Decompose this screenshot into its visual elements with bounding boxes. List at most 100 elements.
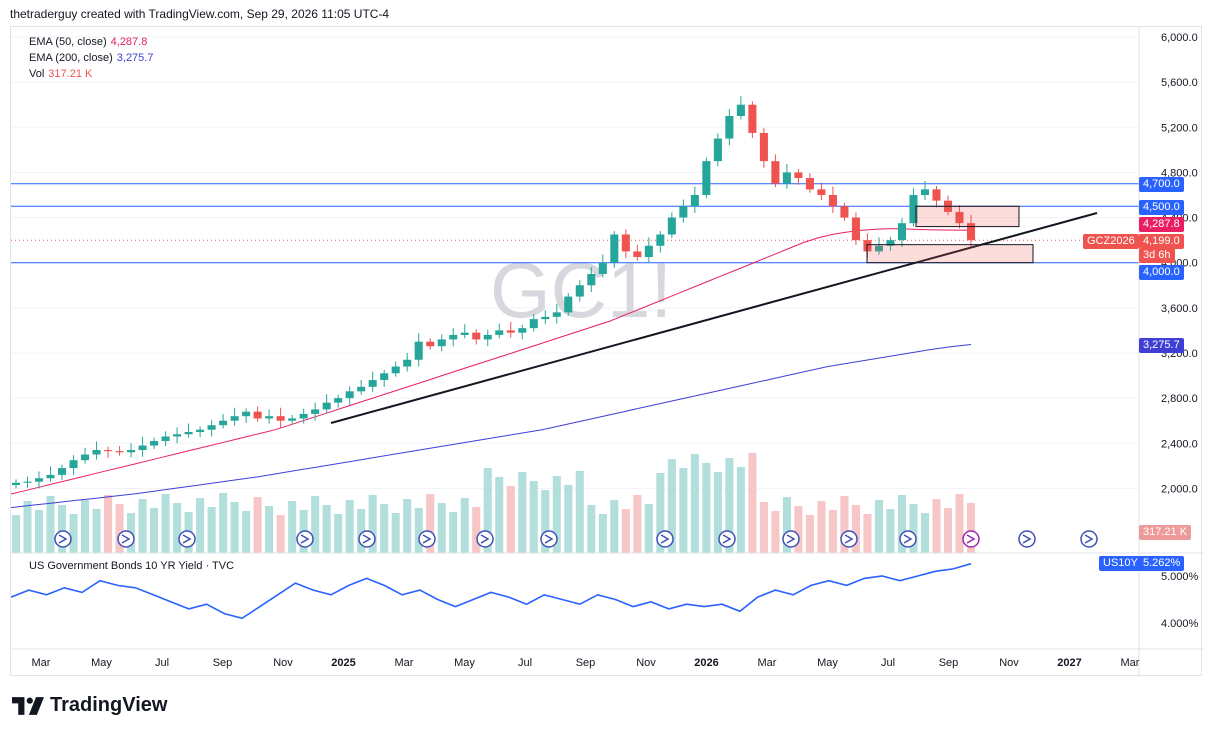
event-marker-arrow [422, 534, 432, 544]
volume-bar [150, 508, 159, 553]
event-marker-icon [296, 530, 314, 548]
candle-body [886, 240, 895, 246]
ema50-price-label: 4,287.8 [1139, 217, 1184, 232]
time-tick-label: 2025 [331, 657, 355, 669]
volume-bar [748, 453, 757, 553]
volume-bar [920, 513, 930, 553]
event-marker-icon [54, 530, 72, 548]
event-marker-circle [178, 530, 196, 548]
chart-canvas[interactable]: GC1! 6,000.05,600.05,200.04,800.04,400.0… [11, 27, 1203, 677]
event-marker-arrow [300, 534, 310, 544]
event-marker-circle [54, 530, 72, 548]
event-marker-circle [962, 530, 980, 548]
volume-bar [449, 512, 458, 553]
candle-body [932, 189, 941, 201]
event-marker-circle [476, 530, 494, 548]
legend-ema200[interactable]: EMA (200, close) 3,275.7 [29, 52, 153, 64]
event-marker-icon [782, 530, 800, 548]
volume-bar [782, 497, 791, 553]
time-tick-label: Jul [881, 657, 895, 669]
event-marker-arrow [1022, 534, 1032, 544]
event-marker-icon [962, 530, 980, 548]
event-marker-arrow [966, 534, 976, 544]
candle-body [805, 178, 814, 190]
candle-body [702, 161, 711, 195]
candle-body [966, 223, 976, 241]
time-tick-label: Nov [273, 657, 293, 669]
candle-body [81, 454, 90, 461]
legend-ema50[interactable]: EMA (50, close) 4,287.8 [29, 36, 147, 48]
candle-body [679, 206, 688, 218]
volume-bar [667, 459, 676, 553]
volume-bar [219, 493, 228, 553]
candle-body [518, 328, 527, 333]
time-tick-label: 2027 [1057, 657, 1081, 669]
volume-bar [92, 509, 101, 553]
candle-body [161, 436, 170, 442]
legend-vol[interactable]: Vol 317.21 K [29, 68, 92, 80]
event-marker-arrow [903, 534, 913, 544]
volume-bar [863, 514, 872, 553]
candle-body [794, 172, 803, 179]
candle-body [575, 285, 584, 297]
event-marker-icon [358, 530, 376, 548]
volume-bar [529, 481, 538, 553]
volume-bar [345, 500, 354, 553]
legend-ema200-value: 3,275.7 [116, 52, 154, 64]
trendline [330, 212, 1098, 424]
volume-bar [541, 490, 550, 553]
candle-body [610, 234, 619, 263]
volume-bar [794, 506, 803, 553]
time-tick-label: May [91, 657, 112, 669]
volume-bar [357, 509, 366, 553]
event-marker-circle [540, 530, 558, 548]
candle-body [713, 138, 722, 162]
candle-body [851, 217, 860, 241]
volume-bar [288, 501, 297, 553]
volume-bar [380, 504, 389, 553]
volume-bar [495, 477, 504, 553]
event-marker-arrow [121, 534, 131, 544]
candle-body [196, 429, 205, 432]
volume-bar [621, 509, 630, 553]
price-tick-label: 6,000.0 [1161, 32, 1198, 44]
legend-vol-label: Vol [29, 68, 45, 80]
candle-body [23, 481, 32, 483]
candle-body [920, 189, 930, 195]
event-marker-circle [1080, 530, 1098, 548]
chart-frame[interactable]: GC1! 6,000.05,600.05,200.04,800.04,400.0… [10, 26, 1203, 677]
candle-body [690, 194, 699, 207]
price-tick-label: 3,600.0 [1161, 303, 1198, 315]
brand-name: TradingView [50, 694, 168, 716]
volume-bar [391, 513, 400, 553]
volume-bar [736, 467, 745, 553]
price-tick-label: 2,400.0 [1161, 438, 1198, 450]
chart-attribution: thetraderguy created with TradingView.co… [10, 7, 390, 21]
volume-bar [207, 507, 216, 553]
yield-pane: 5.000% 4.000% [11, 562, 1199, 630]
yield-pane-title: US Government Bonds 10 YR Yield · TVC [29, 560, 235, 572]
price-tick-label: 2,000.0 [1161, 483, 1198, 495]
volume-bar [104, 495, 113, 553]
tradingview-logo[interactable]: TradingView [12, 694, 167, 717]
candle-body [357, 386, 366, 392]
volume-bar [759, 502, 768, 553]
candle-body [207, 425, 216, 430]
ema200-line [11, 344, 972, 509]
symbol-label: GCZ2026 [1083, 234, 1139, 249]
candle-body [598, 262, 607, 274]
volume-bar [23, 501, 32, 553]
volume-bar [11, 515, 21, 553]
volume-bar [955, 494, 964, 553]
ema-lines [11, 228, 972, 509]
legend-vol-value: 317.21 K [48, 68, 93, 80]
candle-body [828, 194, 837, 207]
volume-bar [805, 515, 814, 553]
time-tick-label: Mar [758, 657, 777, 669]
candle-body [656, 234, 665, 246]
event-marker-icon [178, 530, 196, 548]
candle-body [644, 245, 653, 258]
candle-body [506, 330, 515, 333]
tradingview-logo-icon [12, 696, 44, 715]
candle-body [564, 296, 573, 313]
